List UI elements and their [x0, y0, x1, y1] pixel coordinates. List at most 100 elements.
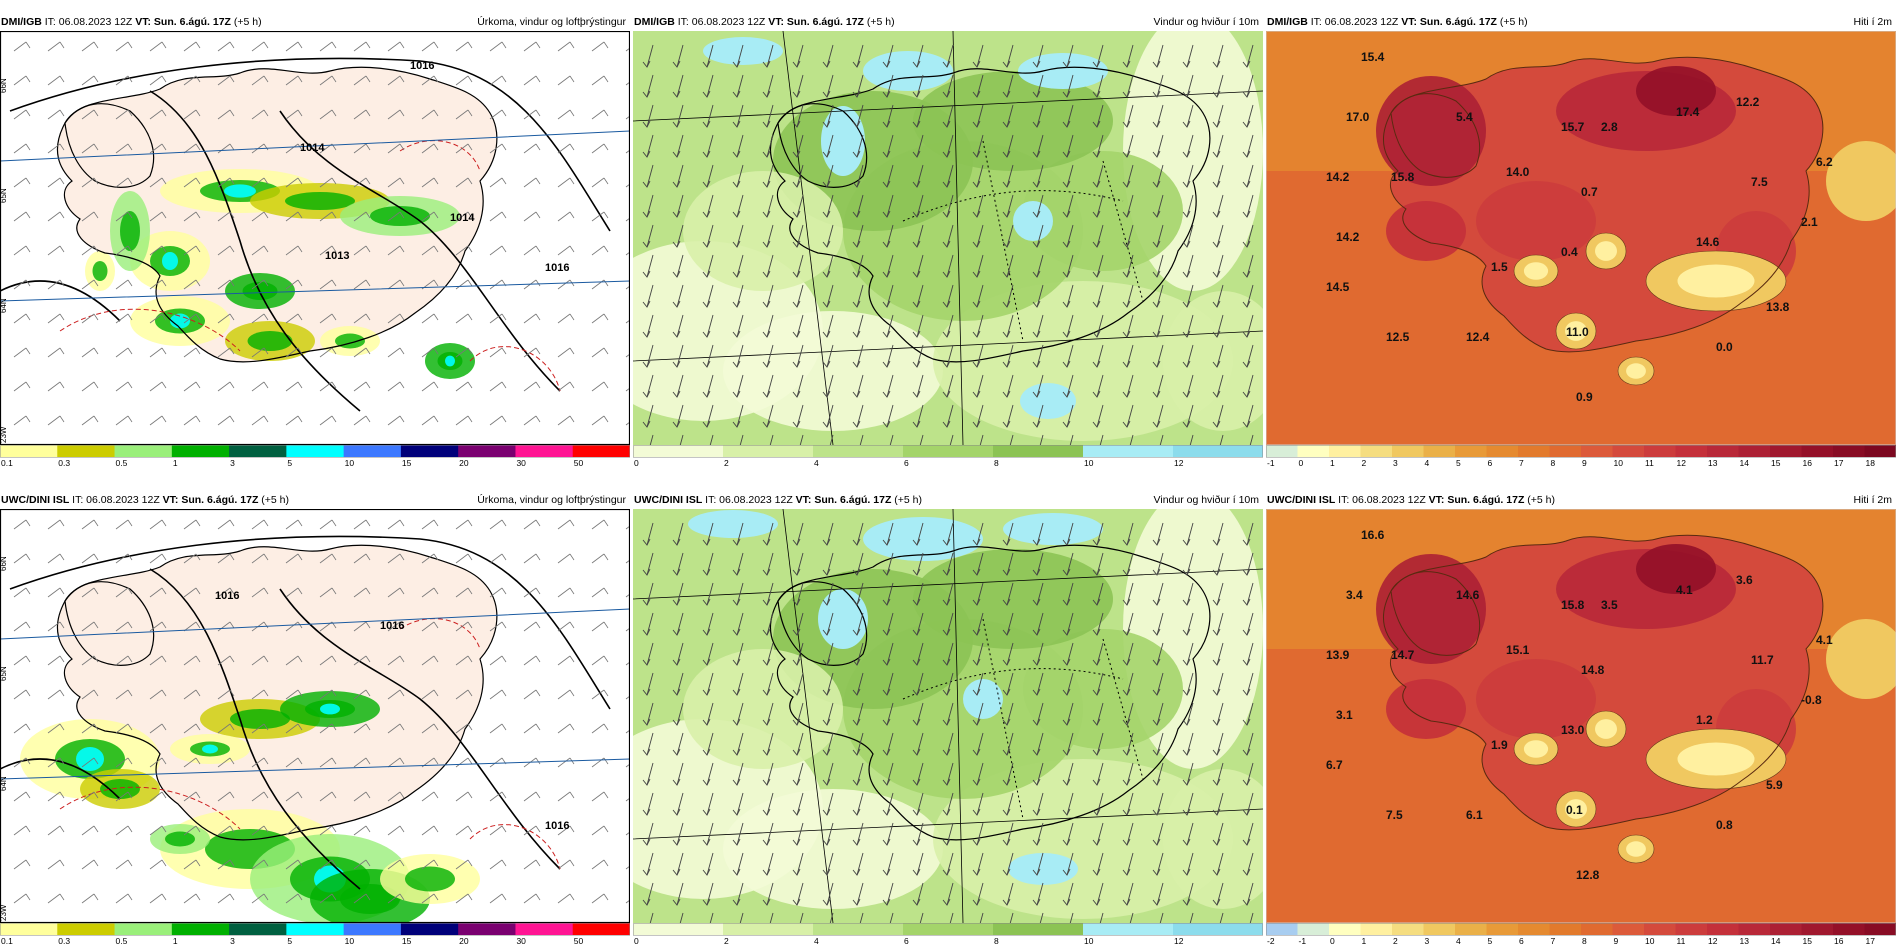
colorbar-legend: 0 2 4 6 8 10 12 — [633, 445, 1263, 467]
panel-header: DMI/IGB IT: 06.08.2023 12Z VT: Sun. 6.ág… — [0, 14, 630, 31]
valid-time: VT: Sun. 6.ágú. 17Z — [135, 16, 231, 28]
temperature-value: 2.8 — [1601, 120, 1618, 134]
init-time: IT: 06.08.2023 12Z — [1338, 494, 1426, 506]
temperature-value: -0.8 — [1801, 693, 1822, 707]
legend-swatch — [171, 445, 230, 457]
model-name: DMI/IGB — [634, 16, 675, 28]
latitude-label: 64N — [0, 298, 8, 313]
legend-label: 17 — [1834, 458, 1844, 467]
legend-label: 12 — [1708, 936, 1718, 945]
legend-swatch — [813, 445, 904, 457]
isobar-label: 1014 — [300, 142, 325, 154]
panel-title: Vindur og hviður í 10m — [1153, 494, 1259, 506]
legend-label: 50 — [574, 458, 584, 467]
legend-label: 6 — [904, 936, 909, 945]
legend-label: 0 — [1299, 458, 1304, 467]
legend-swatch — [993, 445, 1084, 457]
legend-label: 15 — [402, 936, 412, 945]
temperature-value: 0.7 — [1581, 185, 1598, 199]
longitude-label: 23W — [0, 904, 8, 921]
legend-swatch — [229, 923, 287, 935]
legend-label: 0.1 — [1, 936, 13, 945]
temperature-value: 11.7 — [1751, 653, 1774, 667]
legend-label: 11 — [1645, 458, 1654, 467]
legend-label: 1 — [1330, 458, 1335, 467]
legend-label: 4 — [1425, 458, 1430, 467]
legend-swatch — [1770, 923, 1802, 935]
temperature-value: 0.1 — [1566, 803, 1583, 817]
panel-header: UWC/DINI ISL IT: 06.08.2023 12Z VT: Sun.… — [0, 492, 630, 509]
legend-swatch — [1360, 923, 1393, 935]
legend-swatch — [57, 923, 116, 935]
legend-label: 10 — [345, 458, 355, 467]
legend-label: 12 — [1174, 936, 1184, 945]
legend-swatch — [1455, 923, 1487, 935]
legend-label: 3 — [1393, 458, 1398, 467]
temperature-value: 6.1 — [1466, 808, 1483, 822]
legend-label: 14 — [1771, 936, 1781, 945]
temperature-value: 6.7 — [1326, 758, 1343, 772]
legend-label: 6 — [1488, 458, 1493, 467]
model-name: UWC/DINI ISL — [634, 494, 703, 506]
colorbar-legend: 0 2 4 6 8 10 12 — [633, 923, 1263, 945]
lead-time: (+5 h) — [1499, 16, 1528, 28]
legend-label: 18 — [1866, 458, 1876, 467]
legend-swatch — [993, 923, 1084, 935]
temperature-value: 5.4 — [1456, 110, 1473, 124]
legend-swatch — [1173, 923, 1263, 935]
legend-swatch — [1329, 445, 1361, 457]
legend-swatch — [1266, 923, 1298, 935]
lead-time: (+5 h) — [866, 16, 895, 28]
legend-label: 15 — [402, 458, 412, 467]
map-area: 1016 1016 1016 66N 65N 64N 23W — [0, 509, 630, 923]
legend-label: 6 — [904, 458, 909, 467]
legend-swatch — [458, 445, 516, 457]
legend-swatch — [1549, 445, 1582, 457]
model-name: UWC/DINI ISL — [1, 494, 70, 506]
temperature-value: 0.0 — [1716, 340, 1733, 354]
legend-label: 12 — [1677, 458, 1687, 467]
legend-swatch — [903, 923, 994, 935]
temperature-value: 4.1 — [1676, 583, 1693, 597]
panel-uwc-temp: UWC/DINI ISL IT: 06.08.2023 12Z VT: Sun.… — [1266, 492, 1896, 945]
legend-swatch — [1173, 445, 1263, 457]
legend-label: 0.5 — [116, 936, 128, 945]
temperature-value: 14.7 — [1391, 648, 1415, 662]
legend-swatch — [1864, 923, 1896, 935]
legend-swatch — [1297, 923, 1330, 935]
temperature-value: 12.8 — [1576, 868, 1600, 882]
legend-swatch — [343, 923, 402, 935]
temperature-value: 0.8 — [1716, 818, 1733, 832]
legend-swatch — [343, 445, 402, 457]
temperature-value: 17.4 — [1676, 105, 1700, 119]
legend-label: 9 — [1582, 458, 1587, 467]
panel-title: Hiti í 2m — [1853, 16, 1892, 28]
legend-label: 30 — [516, 458, 526, 467]
temperature-value: 15.7 — [1561, 120, 1585, 134]
panel-title: Úrkoma, vindur og loftþrýstingur — [477, 16, 626, 28]
lead-time: (+5 h) — [1527, 494, 1556, 506]
legend-swatch — [1801, 923, 1834, 935]
panel-header: UWC/DINI ISL IT: 06.08.2023 12Z VT: Sun.… — [633, 492, 1263, 509]
legend-swatch — [114, 923, 173, 935]
legend-label: 15 — [1803, 936, 1813, 945]
panel-header: DMI/IGB IT: 06.08.2023 12Z VT: Sun. 6.ág… — [633, 14, 1263, 31]
valid-time: VT: Sun. 6.ágú. 17Z — [1401, 16, 1497, 28]
legend-label: 4 — [814, 458, 819, 467]
legend-label: 16 — [1803, 458, 1813, 467]
legend-label: 10 — [1084, 458, 1094, 467]
colorbar-legend: 0.1 0.3 0.5 1 3 5 10 15 20 30 50 — [0, 923, 630, 945]
legend-swatch — [813, 923, 904, 935]
legend-swatch — [1770, 445, 1802, 457]
isobar-label: 1016 — [215, 590, 239, 602]
model-name: DMI/IGB — [1, 16, 42, 28]
legend-label: 20 — [459, 936, 469, 945]
legend-swatch — [1549, 923, 1582, 935]
latitude-label: 65N — [0, 666, 8, 681]
legend-label: 10 — [1084, 936, 1094, 945]
panel-dmi-precip: DMI/IGB IT: 06.08.2023 12Z VT: Sun. 6.ág… — [0, 14, 630, 467]
temperature-value: 4.1 — [1816, 633, 1833, 647]
legend-label: 0 — [634, 936, 639, 945]
panel-title: Vindur og hviður í 10m — [1153, 16, 1259, 28]
valid-time: VT: Sun. 6.ágú. 17Z — [768, 16, 864, 28]
